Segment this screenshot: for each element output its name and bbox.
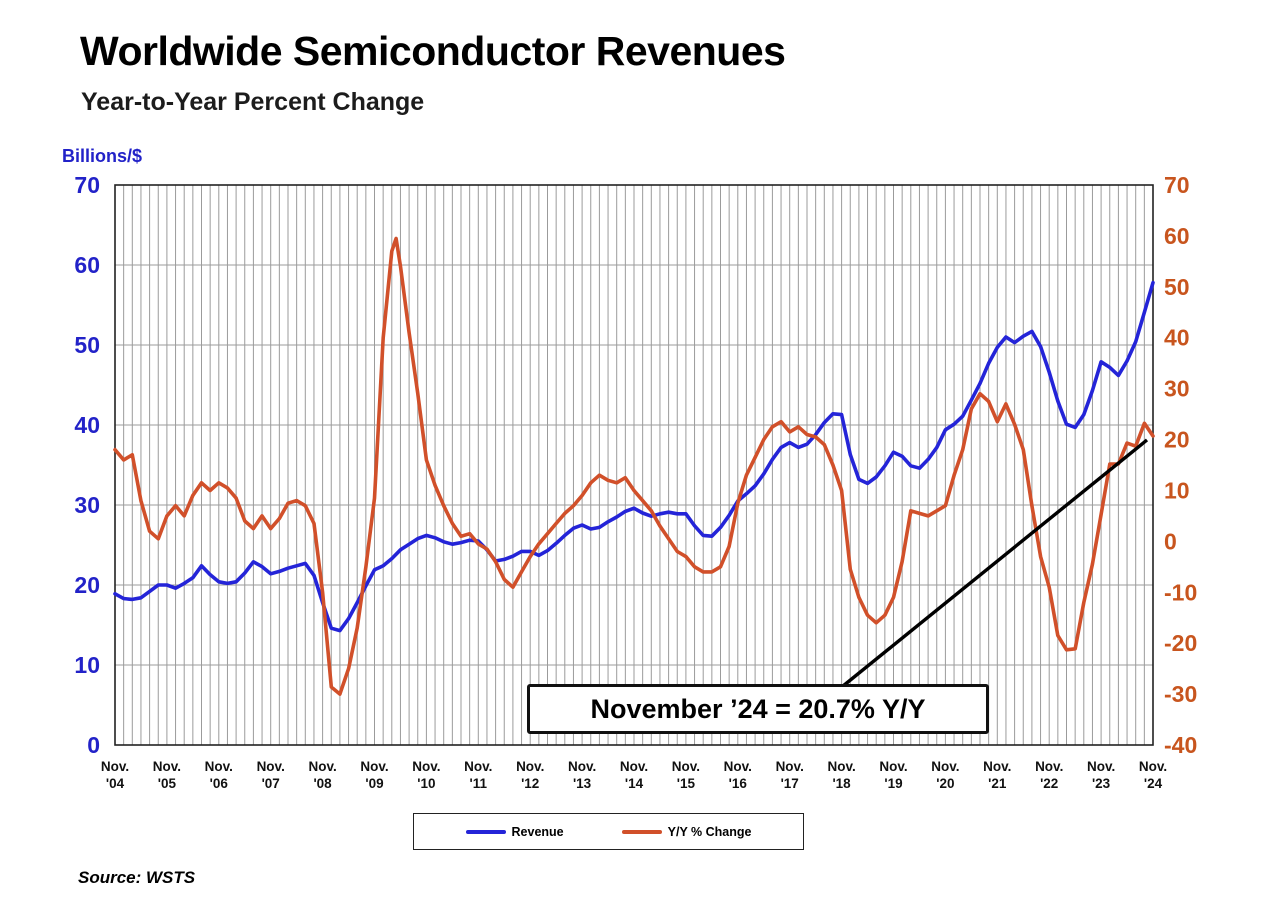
right-axis-tick-label: -40 (1164, 732, 1197, 758)
x-axis-tick-label: '05 (158, 776, 177, 791)
x-axis-tick-label: Nov. (205, 759, 233, 774)
x-axis-tick-label: '12 (521, 776, 539, 791)
left-axis-tick-label: 60 (74, 252, 100, 278)
left-axis-tick-label: 0 (87, 732, 100, 758)
x-axis-tick-label: Nov. (568, 759, 596, 774)
annotation-callout: November ’24 = 20.7% Y/Y (527, 684, 989, 734)
x-axis-tick-label: '08 (313, 776, 332, 791)
left-axis-tick-label: 50 (74, 332, 100, 358)
x-axis-tick-label: '20 (936, 776, 954, 791)
left-axis-unit-label: Billions/$ (62, 146, 143, 166)
legend-label-yoy: Y/Y % Change (667, 824, 752, 839)
right-axis-tick-label: -20 (1164, 630, 1197, 656)
source-credit: Source: WSTS (78, 868, 196, 887)
x-axis-tick-label: '18 (832, 776, 851, 791)
plot-border (114, 184, 1154, 746)
x-axis-tick-label: Nov. (153, 759, 181, 774)
x-axis-tick-label: '21 (988, 776, 1007, 791)
x-axis-tick-label: Nov. (308, 759, 336, 774)
x-axis-tick-label: Nov. (827, 759, 855, 774)
annotation-arrow (841, 438, 1149, 688)
annotation-text: November ’24 = 20.7% Y/Y (590, 693, 926, 724)
page-title: Worldwide Semiconductor Revenues (80, 28, 786, 74)
x-axis-tick-label: '04 (106, 776, 125, 791)
x-axis-tick-label: '07 (262, 776, 280, 791)
right-axis-tick-label: 40 (1164, 325, 1190, 351)
left-axis-tick-label: 30 (74, 492, 100, 518)
right-axis-tick-label: -30 (1164, 681, 1197, 707)
right-axis-tick-label: 10 (1164, 477, 1190, 503)
legend-item-yoy: Y/Y % Change (621, 824, 752, 839)
x-axis-tick-label: Nov. (516, 759, 544, 774)
right-axis-tick-label: 20 (1164, 427, 1190, 453)
x-axis-tick-label: '14 (625, 776, 644, 791)
x-axis-tick-label: Nov. (1035, 759, 1063, 774)
x-axis-tick-label: '11 (470, 776, 488, 791)
left-axis-tick-label: 70 (74, 172, 100, 198)
x-axis-tick-label: Nov. (412, 759, 440, 774)
left-axis-tick-label: 20 (74, 572, 100, 598)
right-axis-tick-label: 70 (1164, 172, 1190, 198)
legend-item-revenue: Revenue (465, 824, 564, 839)
x-axis-tick-label: '09 (365, 776, 383, 791)
revenue-line-swatch (465, 829, 506, 834)
yoy-line-swatch (621, 829, 662, 834)
yoy-change-line (113, 236, 1155, 696)
x-axis-tick-label: Nov. (879, 759, 907, 774)
right-axis-tick-label: 50 (1164, 274, 1190, 300)
gridlines (114, 184, 1154, 746)
x-axis-tick-label: Nov. (620, 759, 648, 774)
x-axis-tick-label: '19 (884, 776, 902, 791)
left-axis-tick-label: 40 (74, 412, 100, 438)
x-axis-tick-label: Nov. (776, 759, 804, 774)
x-axis-tick-label: Nov. (724, 759, 752, 774)
right-axis-tick-label: 30 (1164, 376, 1190, 402)
legend-label-revenue: Revenue (511, 824, 564, 839)
x-axis-tick-label: Nov. (360, 759, 388, 774)
x-axis-tick-label: '23 (1092, 776, 1111, 791)
x-axis-tick-label: '13 (573, 776, 592, 791)
x-axis-tick-label: Nov. (1139, 759, 1167, 774)
x-axis-tick-label: '24 (1144, 776, 1163, 791)
legend: Revenue Y/Y % Change (413, 813, 804, 850)
x-axis-tick-label: Nov. (1087, 759, 1115, 774)
right-axis-tick-label: -10 (1164, 579, 1197, 605)
x-axis-tick-label: Nov. (983, 759, 1011, 774)
x-axis-tick-label: '15 (677, 776, 696, 791)
x-axis-tick-label: Nov. (672, 759, 700, 774)
x-axis-tick-label: '17 (781, 776, 799, 791)
x-axis-tick-label: '22 (1040, 776, 1058, 791)
x-axis-tick-label: Nov. (101, 759, 129, 774)
x-axis-tick-label: '10 (417, 776, 435, 791)
left-axis-tick-label: 10 (74, 652, 100, 678)
right-axis-tick-label: 0 (1164, 528, 1177, 554)
x-axis-tick-label: Nov. (257, 759, 285, 774)
x-axis-tick-label: '16 (729, 776, 748, 791)
right-axis-tick-label: 60 (1164, 223, 1190, 249)
x-axis-tick-label: Nov. (464, 759, 492, 774)
x-axis-tick-label: '06 (210, 776, 229, 791)
x-axis-tick-label: Nov. (931, 759, 959, 774)
page-subtitle: Year-to-Year Percent Change (81, 88, 425, 116)
revenue-line (113, 280, 1155, 633)
